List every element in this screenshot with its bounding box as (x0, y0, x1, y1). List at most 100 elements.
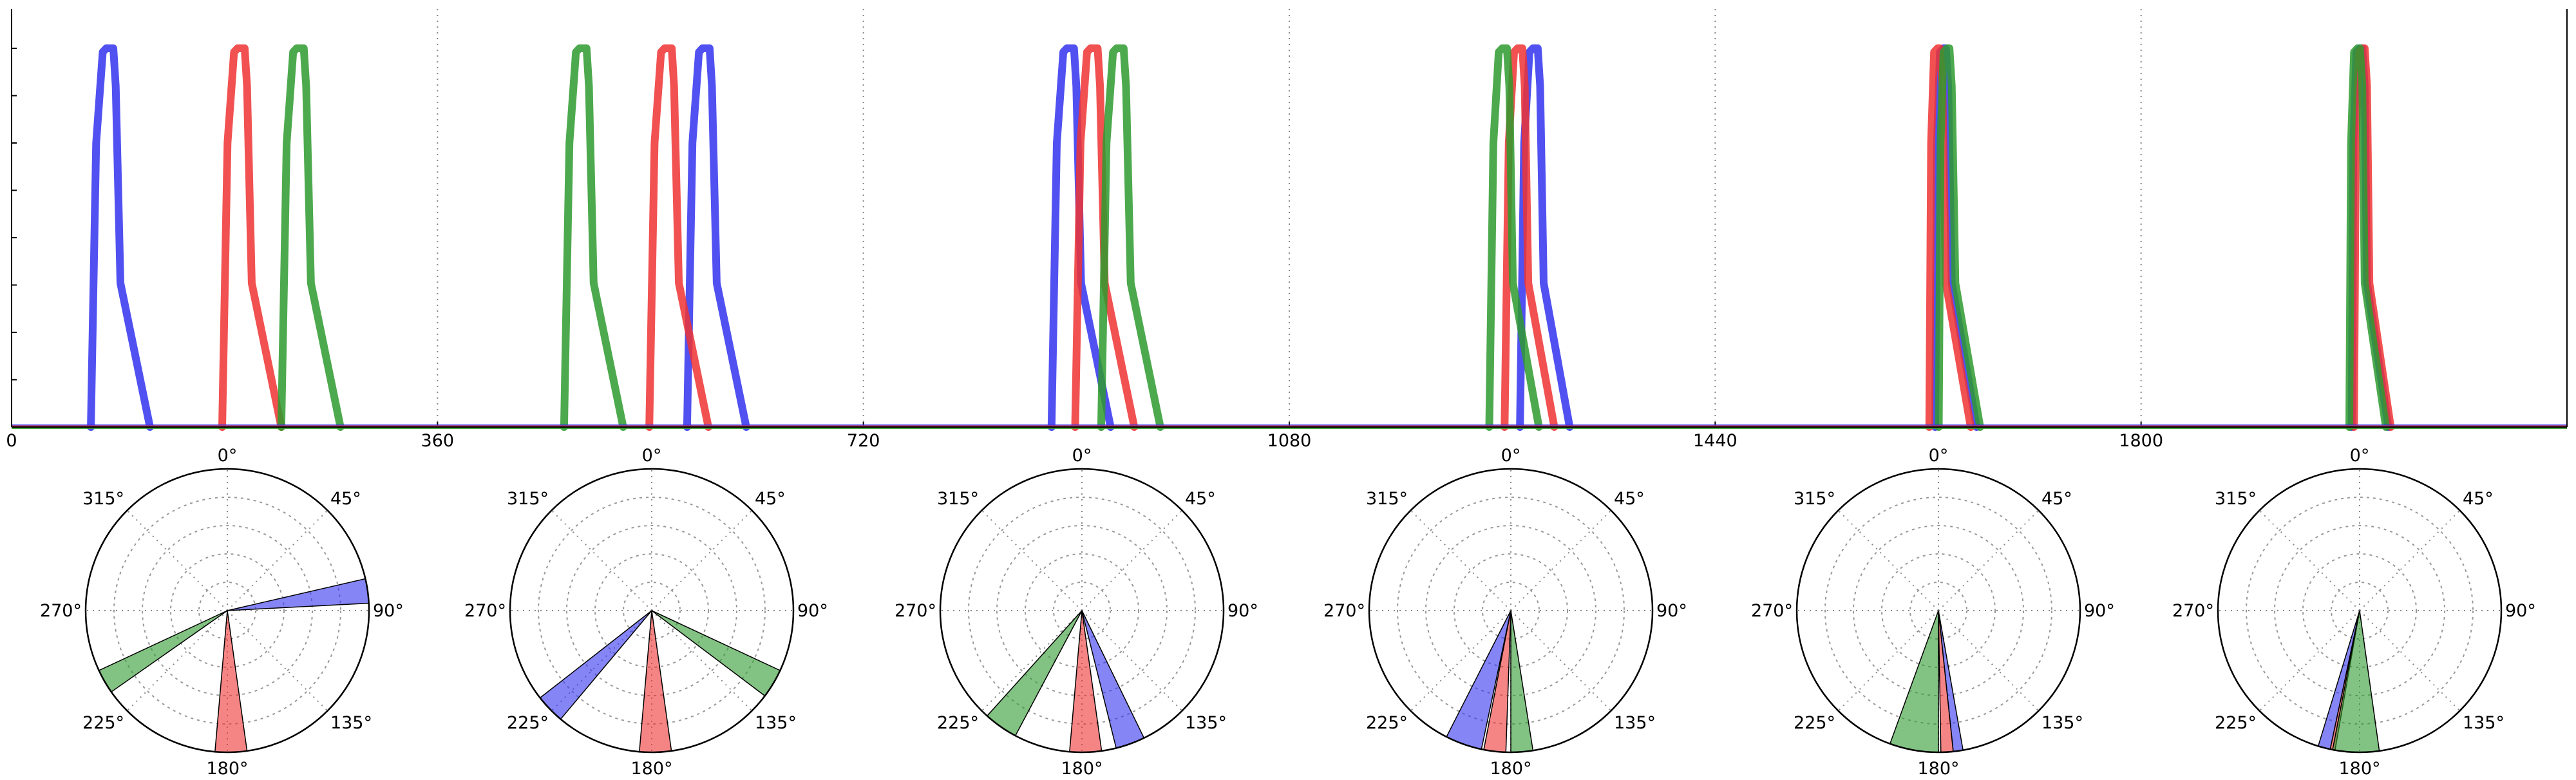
polar-angle-label: 135° (330, 713, 372, 733)
green-pulse-line (560, 44, 627, 431)
polar-angle-label: 180° (1490, 759, 1531, 779)
blue-pulse-line (87, 44, 154, 431)
polar-chart-2: 0° 45° 90° 135° 180° 225° 270° 315° (464, 446, 828, 779)
angular-gridline (651, 610, 753, 712)
angular-gridline (126, 610, 228, 712)
angular-gridline (227, 509, 328, 611)
angular-gridline (2359, 509, 2461, 611)
polar-angle-label: 270° (2172, 601, 2214, 621)
polar-angle-label: 180° (630, 759, 672, 779)
angular-gridline (1510, 509, 1612, 611)
red-pulse-line (645, 44, 712, 431)
polar-chart-1: 0° 45° 90° 135° 180° 225° 270° 315° (40, 446, 404, 779)
blue-pulse-line (683, 44, 750, 431)
angular-gridline (1938, 509, 2040, 611)
polar-chart-row: 0° 45° 90° 135° 180° 225° 270° 315° 0° 45° 90° 135°… (40, 446, 2536, 779)
polar-angle-label: 270° (1323, 601, 1365, 621)
polar-outline (2217, 468, 2503, 754)
radial-gridline (1053, 582, 1111, 640)
green-pulse-line (1485, 44, 1543, 431)
polar-angle-label: 270° (895, 601, 936, 621)
polar-outline (939, 468, 1225, 754)
radial-gridline (1853, 525, 2024, 696)
polar-angle-label: 180° (206, 759, 248, 779)
x-tick-label: 1080 (1267, 431, 1312, 451)
polar-angle-label: 225° (82, 713, 124, 733)
radial-gridline (968, 497, 1196, 725)
x-tick-label: 0 (6, 431, 17, 451)
polar-angle-label: 135° (755, 713, 797, 733)
radial-gridline (198, 582, 256, 640)
radial-gridline (142, 525, 313, 696)
polar-angle-label: 90° (797, 601, 828, 621)
polar-angle-label: 225° (2215, 713, 2257, 733)
radial-gridline (2274, 525, 2445, 696)
polar-angle-label: 45° (1185, 489, 1216, 509)
polar-angle-label: 315° (82, 489, 124, 509)
x-tick-label: 720 (847, 431, 880, 451)
angular-gridline (1410, 509, 1511, 611)
polar-angle-label: 225° (937, 713, 979, 733)
radial-gridline (623, 582, 681, 640)
angular-gridline (1510, 610, 1612, 712)
angular-gridline (1410, 610, 1511, 712)
angular-gridline (126, 509, 228, 611)
polar-angle-label: 270° (464, 601, 506, 621)
polar-angle-label: 0° (1501, 446, 1521, 466)
red-pulse-line (1925, 44, 1975, 431)
polar-chart-5: 0° 45° 90° 135° 180° 225° 270° 315° (1751, 446, 2115, 779)
polar-angle-label: 0° (2350, 446, 2370, 466)
polar-angle-label: 315° (2215, 489, 2257, 509)
radial-gridline (1425, 525, 1596, 696)
angular-gridline (2259, 509, 2360, 611)
polar-angle-label: 180° (1917, 759, 1959, 779)
angular-gridline (2359, 610, 2461, 712)
radial-gridline (566, 525, 737, 696)
polar-angle-label: 225° (1366, 713, 1408, 733)
polar-chart-3: 0° 45° 90° 135° 180° 225° 270° 315° (895, 446, 1258, 779)
radial-gridline (170, 553, 285, 668)
pulse-line-chart: 0 360 720 1080 1440 1800 (6, 9, 2568, 451)
polar-angle-label: 315° (1794, 489, 1835, 509)
radial-gridline (1025, 553, 1139, 668)
angular-gridline (1081, 610, 1183, 712)
polar-angle-label: 225° (507, 713, 549, 733)
polar-angle-label: 0° (1929, 446, 1949, 466)
radial-gridline (538, 497, 766, 725)
radial-gridline (1397, 497, 1625, 725)
angular-gridline (227, 610, 328, 712)
polar-outline (1795, 468, 2081, 754)
radial-gridline (1881, 553, 1996, 668)
x-tick-label: 1800 (2119, 431, 2163, 451)
angular-gridline (981, 509, 1083, 611)
x-tick-label: 360 (421, 431, 455, 451)
radial-gridline (2331, 582, 2389, 640)
polar-angle-label: 315° (937, 489, 979, 509)
radial-gridline (996, 525, 1168, 696)
radial-gridline (594, 553, 709, 668)
radial-gridline (113, 497, 341, 725)
polar-angle-label: 45° (2041, 489, 2072, 509)
polar-angle-label: 135° (1185, 713, 1227, 733)
angular-gridline (1837, 509, 1939, 611)
polar-angle-label: 315° (1366, 489, 1408, 509)
polar-angle-label: 270° (40, 601, 82, 621)
radial-gridline (1454, 553, 1568, 668)
polar-angle-label: 135° (1614, 713, 1656, 733)
polar-angle-label: 180° (1061, 759, 1103, 779)
radial-gridline (1482, 582, 1540, 640)
polar-angle-label: 45° (2463, 489, 2494, 509)
angular-gridline (2259, 610, 2360, 712)
red-pulse-line (218, 44, 285, 431)
angular-gridline (1081, 509, 1183, 611)
polar-angle-label: 270° (1751, 601, 1793, 621)
angular-gridline (651, 509, 753, 611)
polar-angle-label: 315° (507, 489, 549, 509)
radial-gridline (1824, 497, 2052, 725)
polar-angle-label: 90° (373, 601, 404, 621)
radial-gridline (2302, 553, 2417, 668)
angular-gridline (551, 509, 652, 611)
polar-angle-label: 135° (2463, 713, 2505, 733)
